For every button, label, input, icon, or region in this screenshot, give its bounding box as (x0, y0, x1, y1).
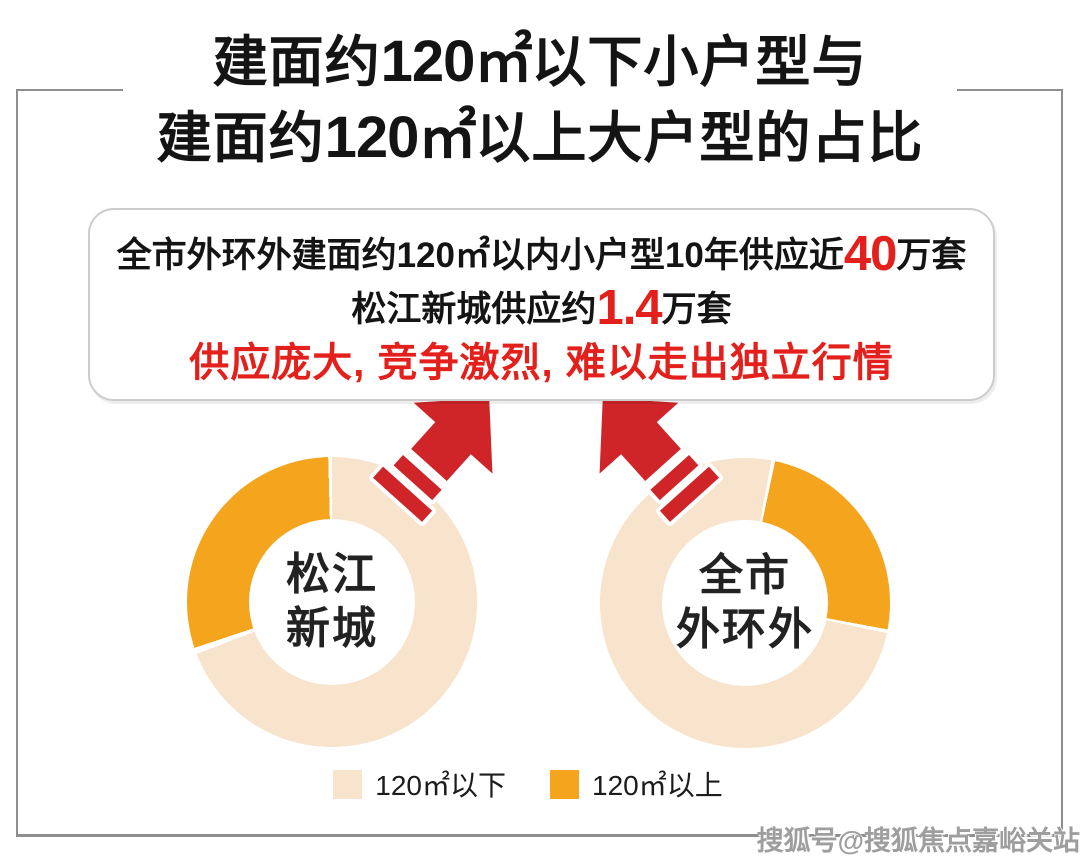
page-title: 建面约120㎡以下小户型与 建面约120㎡以上大户型的占比 (0, 24, 1080, 176)
songjiang-supply-unit: 万套 (661, 290, 732, 329)
up-arrow-icon (595, 394, 724, 526)
supply-total-text: 全市外环外建面约120㎡以内小户型10年供应近 (116, 236, 844, 275)
supply-total-number: 40 (843, 227, 898, 281)
songjiang-supply-number: 1.4 (596, 281, 662, 335)
arrow-stripe (655, 462, 724, 526)
donut-label-line: 全市 (699, 551, 791, 601)
songjiang-supply-text: 松江新城供应约 (351, 290, 597, 329)
donut-hole: 松江 新城 (249, 519, 415, 685)
arrow-shape (595, 394, 724, 526)
arrow-stripe (389, 450, 446, 505)
arrow-shape (368, 394, 497, 526)
legend-label-below: 120㎡以下 (375, 770, 506, 801)
page-title-text: 建面约120㎡以下小户型与 建面约120㎡以上大户型的占比 (122, 24, 958, 176)
legend-item-below: 120㎡以下 (333, 764, 506, 804)
donut-label-line: 松江 (286, 550, 378, 600)
donut-label-citywide: 全市 外环外 (676, 549, 814, 656)
legend-swatch-above (550, 769, 579, 799)
supply-total-unit: 万套 (896, 236, 967, 275)
arrow-head (407, 394, 497, 485)
watermark: 搜狐号@搜狐焦点嘉峪关站 (756, 826, 1080, 856)
callout-line-songjiang-supply: 松江新城供应约1.4万套 (90, 282, 993, 336)
up-arrow-icon (368, 394, 497, 526)
legend-item-above: 120㎡以上 (550, 764, 723, 804)
callout-warning-text: 供应庞大, 竞争激烈, 难以走出独立行情 (189, 341, 894, 385)
summary-callout: 全市外环外建面约120㎡以内小户型10年供应近40万套 松江新城供应约1.4万套… (88, 208, 995, 401)
donut-label-line: 新城 (286, 604, 378, 653)
title-number: 120㎡ (324, 105, 477, 170)
title-text: 以下小户型与 (531, 31, 868, 93)
donut-hole: 全市 外环外 (662, 520, 828, 686)
title-text: 建面约 (212, 31, 381, 93)
title-line-1: 建面约120㎡以下小户型与 (157, 24, 924, 100)
donut-label-line: 外环外 (676, 605, 814, 654)
arrow-stripe (646, 450, 703, 505)
legend-swatch-below (333, 769, 363, 799)
donut-chart-citywide: 全市 外环外 (600, 458, 890, 748)
title-line-2: 建面约120㎡以上大户型的占比 (157, 100, 924, 176)
callout-line-citywide-supply: 全市外环外建面约120㎡以内小户型10年供应近40万套 (90, 228, 993, 282)
arrow-stripe (368, 462, 437, 526)
title-text: 以上大户型的占比 (475, 107, 924, 169)
border-frame (16, 89, 1063, 837)
arrow-head (595, 394, 685, 485)
chart-legend: 120㎡以下 120㎡以上 (0, 764, 1056, 804)
donut-label-songjiang: 松江 新城 (286, 548, 378, 655)
title-number: 120㎡ (380, 29, 533, 94)
legend-label-above: 120㎡以上 (592, 770, 723, 801)
title-text: 建面约 (156, 107, 325, 169)
donut-chart-songjiang: 松江 新城 (187, 457, 477, 747)
